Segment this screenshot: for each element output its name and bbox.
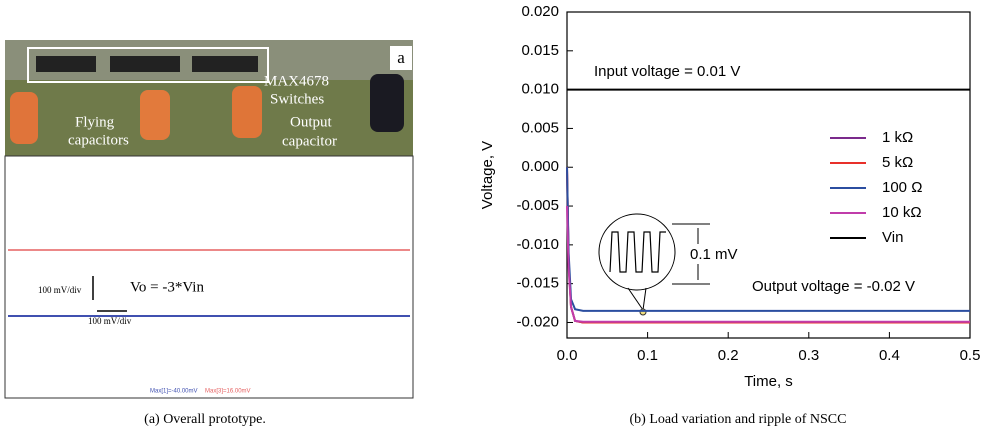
y-tick-label: 0.010 xyxy=(521,81,559,98)
scale-label: 100 mV/div xyxy=(88,316,132,326)
panel-label: a xyxy=(397,48,405,67)
y-tick-label: -0.005 xyxy=(516,197,559,214)
y-tick-label: 0.000 xyxy=(521,158,559,175)
y-tick-label: 0.015 xyxy=(521,42,559,59)
equation: Vo = -3*Vin xyxy=(130,279,204,295)
photo-label: capacitors xyxy=(68,132,129,148)
photo-label: Flying xyxy=(75,114,115,130)
annotation: Output voltage = -0.02 V xyxy=(752,278,915,295)
photo-label: Output xyxy=(290,114,333,130)
photo-label: MAX4678 xyxy=(264,73,329,89)
x-tick-label: 0.0 xyxy=(557,347,578,364)
legend-label: 100 Ω xyxy=(882,179,922,196)
y-tick-label: 0.020 xyxy=(521,3,559,20)
ripple-inset xyxy=(598,213,710,316)
x-tick-label: 0.3 xyxy=(798,347,819,364)
series-line xyxy=(566,206,970,323)
y-axis-label: Voltage, V xyxy=(479,141,496,209)
legend-label: 10 kΩ xyxy=(882,204,922,221)
x-tick-label: 0.1 xyxy=(637,347,658,364)
scale-label: 100 mV/div xyxy=(38,285,82,295)
annotation: Input voltage = 0.01 V xyxy=(594,63,740,80)
annotation: 0.1 mV xyxy=(690,246,738,263)
caption: (b) Load variation and ripple of NSCC xyxy=(630,412,847,427)
caption: (a) Overall prototype. xyxy=(144,412,266,427)
x-axis-label: Time, s xyxy=(744,373,793,390)
scope-readout: Max[3]=16.00mV xyxy=(205,389,251,395)
y-tick-label: -0.010 xyxy=(516,236,559,253)
legend-label: 5 kΩ xyxy=(882,154,913,171)
legend-label: 1 kΩ xyxy=(882,129,913,146)
scope-readout: Max[1]=-40.00mV xyxy=(150,389,198,395)
x-tick-label: 0.4 xyxy=(879,347,900,364)
photo-label: Switches xyxy=(270,91,324,107)
y-tick-label: -0.015 xyxy=(516,275,559,292)
x-tick-label: 0.5 xyxy=(960,347,981,364)
y-tick-label: -0.020 xyxy=(516,313,559,330)
scope xyxy=(4,155,414,399)
x-tick-label: 0.2 xyxy=(718,347,739,364)
photo-label: capacitor xyxy=(282,133,337,149)
y-tick-label: 0.005 xyxy=(521,119,559,136)
legend-label: Vin xyxy=(882,229,903,246)
